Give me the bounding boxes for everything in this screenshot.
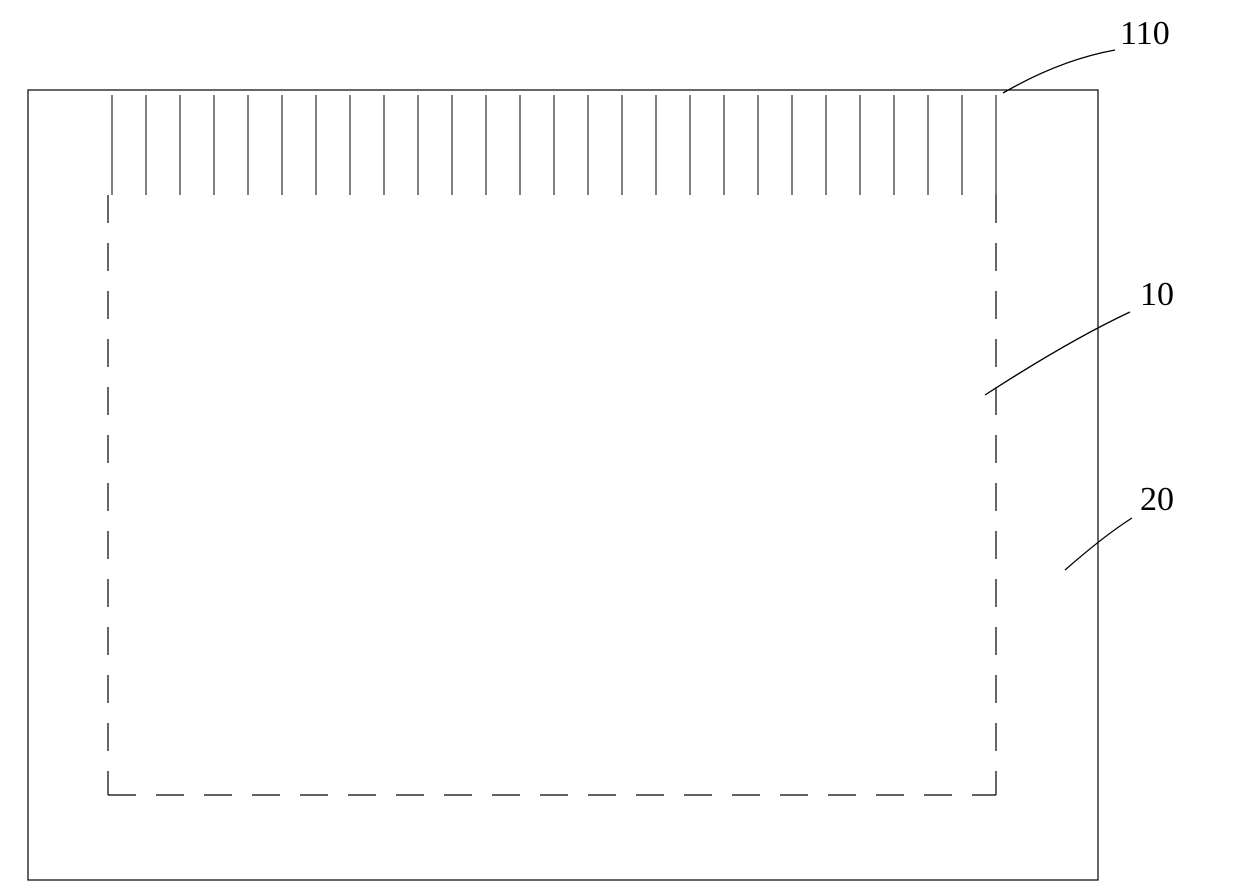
label-110-group: 110 bbox=[1003, 15, 1170, 93]
outer-rect bbox=[28, 90, 1098, 880]
label-110: 110 bbox=[1120, 15, 1170, 52]
technical-diagram: 110 10 20 bbox=[0, 0, 1240, 888]
label-10: 10 bbox=[1140, 276, 1174, 313]
label-20: 20 bbox=[1140, 481, 1174, 518]
label-10-group: 10 bbox=[985, 276, 1174, 395]
comb-teeth-group bbox=[112, 95, 996, 195]
label-10-leader bbox=[985, 312, 1130, 395]
label-110-leader bbox=[1003, 50, 1115, 93]
label-20-group: 20 bbox=[1065, 481, 1174, 570]
